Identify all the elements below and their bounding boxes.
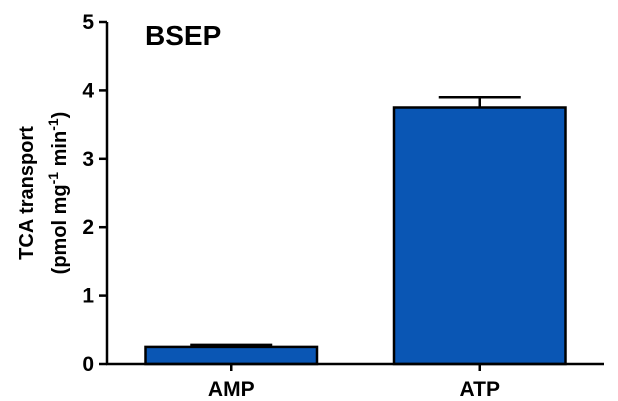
y-axis-label-part1: (pmol mg (49, 184, 71, 274)
x-tick-label-amp: AMP (208, 378, 255, 401)
y-tick-label-2: 2 (82, 216, 94, 239)
y-tick-label-3: 3 (82, 148, 94, 171)
y-axis-label-line1: TCA transport (16, 126, 38, 260)
y-axis-label-part2: min (49, 131, 71, 172)
bars-layer (144, 106, 567, 366)
chart-title: BSEP (145, 20, 221, 51)
y-axis-label-sup2: -1 (45, 118, 61, 131)
bar-amp (144, 345, 319, 366)
y-axis-label-sup1: -1 (45, 172, 61, 185)
y-ticks-layer: 0 1 2 3 4 5 (82, 11, 107, 376)
y-tick-label-0: 0 (82, 353, 94, 376)
y-tick-label-4: 4 (82, 79, 94, 102)
y-axis-label-part3: ) (49, 112, 71, 119)
bar-atp (392, 106, 567, 366)
x-ticks-layer: AMP ATP (208, 364, 500, 401)
x-tick-label-atp: ATP (460, 378, 500, 401)
y-tick-label-5: 5 (82, 11, 94, 34)
error-bars-layer (190, 95, 521, 347)
y-tick-label-1: 1 (82, 285, 94, 308)
y-axis-label-line2: (pmol mg-1 min-1) (45, 112, 71, 275)
